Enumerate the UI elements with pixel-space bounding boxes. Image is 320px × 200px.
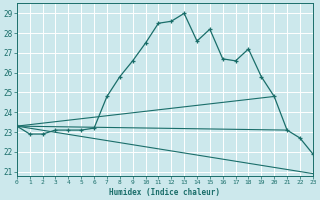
X-axis label: Humidex (Indice chaleur): Humidex (Indice chaleur): [109, 188, 220, 197]
